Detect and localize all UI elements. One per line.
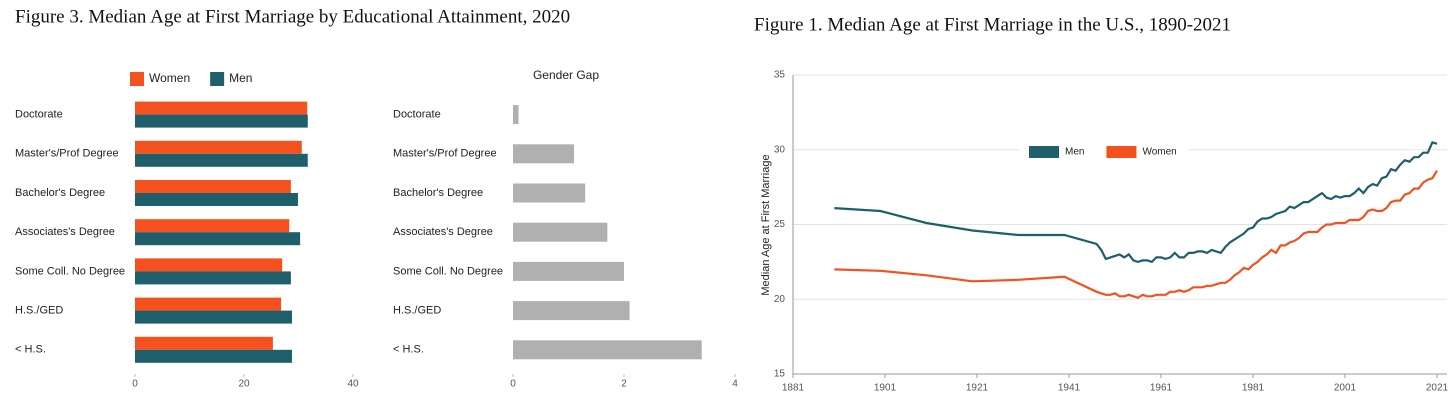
category-label: Some Coll. No Degree bbox=[393, 265, 503, 277]
bar bbox=[135, 153, 308, 167]
bar bbox=[513, 183, 586, 203]
y-tick-label: 20 bbox=[774, 294, 786, 305]
x-tick-label: 2001 bbox=[1334, 383, 1357, 394]
bar bbox=[135, 310, 292, 324]
x-tick-label: 2021 bbox=[1426, 383, 1449, 394]
x-tick-label: 1941 bbox=[1058, 383, 1081, 394]
y-tick-label: 15 bbox=[774, 369, 786, 380]
legend-label: Men bbox=[1065, 147, 1084, 158]
category-label: Doctorate bbox=[393, 109, 441, 121]
legend-label: Women bbox=[1142, 147, 1176, 158]
legend-label: Women bbox=[149, 71, 190, 85]
x-tick-label: 20 bbox=[238, 379, 250, 390]
category-label: Doctorate bbox=[15, 109, 63, 121]
x-tick-label: 1901 bbox=[874, 383, 897, 394]
category-label: Bachelor's Degree bbox=[15, 187, 105, 199]
line-series bbox=[834, 140, 1438, 264]
bar bbox=[135, 232, 301, 246]
bar bbox=[513, 261, 624, 281]
chart-title: Gender Gap bbox=[533, 68, 599, 82]
x-tick-label: 2 bbox=[621, 379, 627, 390]
y-tick-label: 35 bbox=[774, 70, 786, 81]
bar bbox=[135, 114, 308, 128]
bar bbox=[513, 340, 702, 360]
category-label: Bachelor's Degree bbox=[393, 187, 483, 199]
bar bbox=[135, 349, 292, 363]
legend-swatch bbox=[1106, 146, 1137, 158]
bar bbox=[135, 140, 302, 154]
y-axis-label: Median Age at First Marriage bbox=[760, 154, 772, 295]
category-label: H.S./GED bbox=[393, 305, 441, 317]
y-tick-label: 30 bbox=[774, 144, 786, 155]
legend-swatch bbox=[210, 72, 225, 86]
bar bbox=[135, 271, 291, 285]
figure-title: Figure 3. Median Age at First Marriage b… bbox=[15, 6, 570, 27]
category-label: Master's/Prof Degree bbox=[393, 148, 497, 160]
x-tick-label: 4 bbox=[732, 379, 738, 390]
bar bbox=[513, 144, 575, 164]
x-tick-label: 40 bbox=[347, 379, 359, 390]
x-tick-label: 0 bbox=[510, 379, 516, 390]
bar bbox=[513, 105, 519, 125]
x-tick-label: 1921 bbox=[966, 383, 989, 394]
bar bbox=[135, 297, 282, 311]
category-label: < H.S. bbox=[393, 344, 424, 356]
bar bbox=[513, 222, 608, 242]
x-tick-label: 1881 bbox=[782, 383, 805, 394]
legend-label: Men bbox=[229, 71, 252, 85]
bar bbox=[135, 180, 291, 193]
bar bbox=[135, 193, 298, 206]
x-tick-label: 0 bbox=[132, 379, 138, 390]
legend-swatch bbox=[130, 72, 144, 86]
bar bbox=[135, 219, 290, 233]
category-label: H.S./GED bbox=[15, 305, 63, 317]
x-tick-label: 1981 bbox=[1242, 383, 1265, 394]
y-tick-label: 25 bbox=[774, 219, 786, 230]
figure-title: Figure 1. Median Age at First Marriage i… bbox=[754, 14, 1231, 35]
x-tick-label: 1961 bbox=[1150, 383, 1173, 394]
category-label: Master's/Prof Degree bbox=[15, 148, 119, 160]
category-label: < H.S. bbox=[15, 344, 46, 356]
category-label: Associates's Degree bbox=[393, 226, 493, 238]
bar bbox=[135, 336, 273, 350]
line-series bbox=[834, 170, 1438, 300]
category-label: Associates's Degree bbox=[15, 226, 115, 238]
bar bbox=[135, 258, 283, 272]
category-label: Some Coll. No Degree bbox=[15, 265, 125, 277]
legend-swatch bbox=[1029, 146, 1059, 158]
bar bbox=[513, 301, 630, 321]
legend-background bbox=[1019, 142, 1189, 162]
bar bbox=[135, 101, 308, 115]
